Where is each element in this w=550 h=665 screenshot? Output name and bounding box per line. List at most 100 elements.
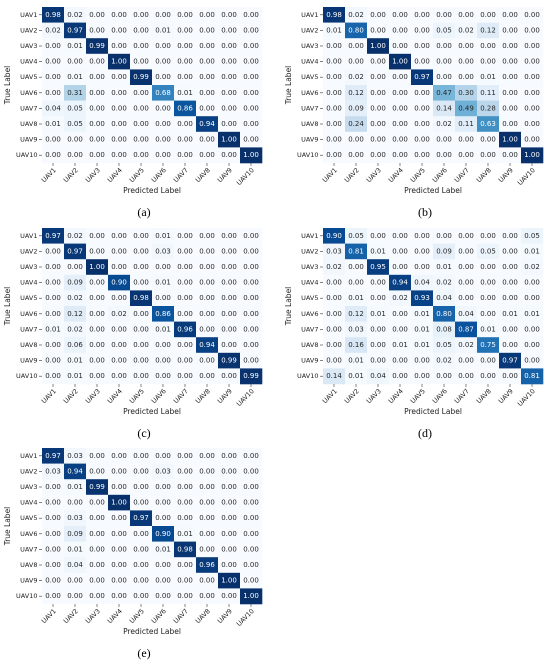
heatmap-cell [499, 100, 522, 117]
cell-value-label: 0.00 [89, 279, 105, 287]
x-tick-label: UAV6 [431, 166, 449, 184]
cell-value-label: 0.00 [502, 294, 518, 302]
cell-value-label: 0.00 [111, 11, 127, 19]
heatmap-cell [42, 7, 65, 23]
heatmap-cell [367, 53, 390, 70]
cell-value-label: 0.01 [177, 89, 193, 97]
heatmap-cell [499, 22, 522, 39]
heatmap-cell [455, 69, 478, 86]
heatmap-cell [499, 259, 522, 276]
cell-value-label: 0.00 [243, 73, 259, 81]
cell-value-label: 0.00 [133, 89, 149, 97]
cell-value-label: 0.00 [199, 357, 215, 365]
cell-value-label: 0.00 [45, 136, 61, 144]
heatmap-cell [108, 368, 131, 385]
cell-value-label: 0.00 [392, 26, 408, 34]
heatmap-cell [455, 38, 478, 55]
x-tick-label: UAV2 [343, 387, 361, 405]
heatmap-cell [86, 274, 109, 291]
cell-value-label: 0.00 [67, 151, 83, 159]
cell-value-label: 0.00 [133, 42, 149, 50]
heatmap-cell [389, 228, 412, 244]
cell-value-label: 0.02 [524, 263, 540, 271]
heatmap-cell [323, 368, 346, 385]
y-tick-label: UAV6 [301, 310, 318, 318]
heatmap-cell [367, 147, 390, 164]
cell-value-label: 0.14 [436, 104, 452, 112]
cell-value-label: 0.00 [326, 136, 342, 144]
heatmap-cell [174, 306, 197, 322]
y-tick-label: UAV1 [20, 11, 37, 19]
cell-value-label: 0.00 [155, 294, 171, 302]
heatmap-cell [152, 7, 175, 23]
heatmap-cell [86, 352, 109, 369]
heatmap-cell [152, 448, 175, 464]
y-tick-label: UAV4 [301, 58, 318, 66]
cell-value-label: 0.00 [326, 357, 342, 365]
heatmap-cell [152, 116, 175, 133]
cell-value-label: 0.00 [67, 58, 83, 66]
cell-value-label: 0.00 [414, 372, 430, 380]
y-tick-label: UAV7 [20, 545, 37, 553]
cell-value-label: 0.00 [502, 263, 518, 271]
cell-value-label: 0.00 [392, 42, 408, 50]
cell-value-label: 0.00 [199, 73, 215, 81]
cell-value-label: 0.00 [177, 467, 193, 475]
heatmap-cell [240, 557, 263, 574]
cell-value-label: 0.00 [414, 58, 430, 66]
heatmap-cell [130, 228, 153, 244]
cell-value-label: 0.00 [458, 136, 474, 144]
heatmap-cell [174, 53, 197, 70]
y-axis-label: True Label [3, 66, 12, 106]
heatmap-cell [152, 557, 175, 574]
cell-value-label: 0.03 [67, 514, 83, 522]
heatmap-cell [433, 243, 456, 260]
cell-value-label: 0.00 [458, 42, 474, 50]
cell-value-label: 0.00 [45, 372, 61, 380]
heatmap-cell [130, 526, 153, 542]
cell-value-label: 0.00 [89, 310, 105, 318]
heatmap-cell [218, 306, 241, 322]
heatmap-cell [240, 22, 263, 39]
cell-value-label: 0.00 [221, 514, 237, 522]
cell-value-label: 0.00 [348, 263, 364, 271]
heatmap-cell [108, 337, 131, 354]
cell-value-label: 0.05 [348, 232, 364, 240]
cell-value-label: 0.75 [480, 341, 496, 349]
heatmap-cell [521, 259, 544, 276]
heatmap-cell [86, 557, 109, 574]
cell-value-label: 0.00 [458, 232, 474, 240]
heatmap-cell [521, 85, 544, 101]
heatmap-cell [240, 526, 263, 542]
heatmap-cell [174, 588, 197, 605]
x-tick-label: UAV10 [235, 387, 256, 408]
cell-value-label: 0.00 [199, 42, 215, 50]
heatmap-cell [240, 290, 263, 307]
cell-value-label: 0.00 [155, 58, 171, 66]
heatmap-cell [196, 228, 219, 244]
cell-value-label: 0.00 [370, 73, 386, 81]
cell-value-label: 0.00 [221, 530, 237, 538]
cell-value-label: 0.00 [392, 136, 408, 144]
heatmap-cell [130, 100, 153, 117]
cell-value-label: 0.00 [155, 561, 171, 569]
cell-value-label: 0.00 [502, 104, 518, 112]
cell-value-label: 0.01 [67, 357, 83, 365]
cell-value-label: 0.00 [133, 279, 149, 287]
heatmap-cell [411, 147, 434, 164]
cell-value-label: 0.00 [199, 89, 215, 97]
x-tick-label: UAV3 [365, 387, 383, 405]
cell-value-label: 0.00 [199, 279, 215, 287]
heatmap-cell [130, 116, 153, 133]
heatmap-cell [218, 572, 241, 589]
y-tick-label: UAV10 [297, 372, 319, 380]
x-tick-label: UAV8 [194, 166, 212, 184]
x-tick-label: UAV3 [365, 166, 383, 184]
cell-value-label: 0.90 [155, 530, 171, 538]
heatmap-cell [130, 147, 153, 164]
cell-value-label: 0.00 [414, 357, 430, 365]
cell-value-label: 0.99 [133, 73, 149, 81]
heatmap-cell [86, 337, 109, 354]
heatmap-cell [108, 259, 131, 276]
